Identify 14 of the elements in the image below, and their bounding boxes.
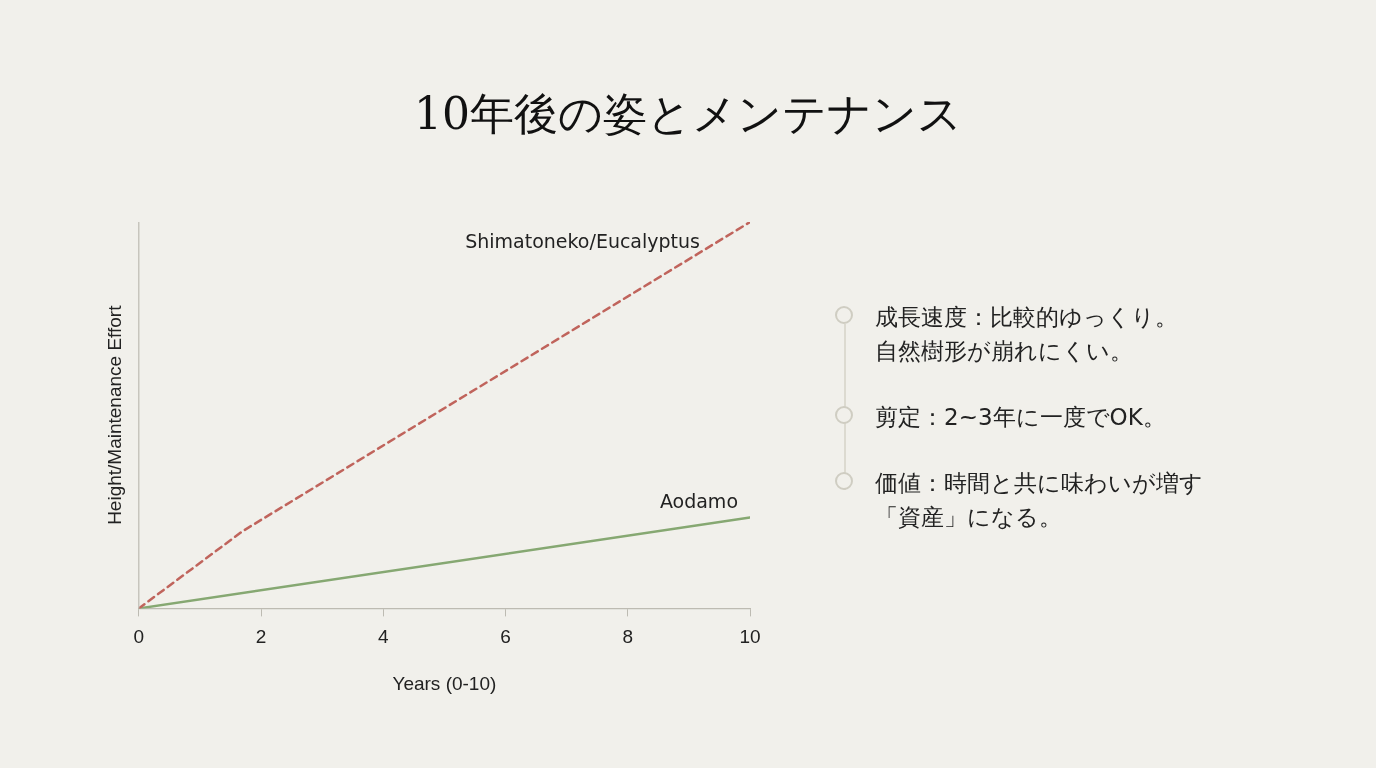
x-tick-label: 4 — [377, 626, 389, 648]
x-tick-label: 10 — [739, 626, 761, 648]
x-tick-label: 6 — [500, 626, 511, 648]
text: 成長速度：比較的ゆっくり。自然樹形が崩れにくい。 — [875, 304, 1178, 364]
text: 価値：時間と共に味わいが増す「資産」になる。 — [875, 470, 1203, 530]
x-tick-label: 8 — [622, 626, 634, 648]
chart-title: 10年後の姿とメンテナンス — [413, 87, 963, 141]
y-axis-title: Height/Maintenance Effort — [103, 304, 125, 525]
series-label: Aodamo — [659, 489, 738, 512]
x-axis-title: Years (0-10) — [392, 672, 497, 694]
text: 剪定：2~3年に一度でOK。 — [875, 404, 1166, 430]
x-tick-label: 0 — [133, 626, 145, 648]
x-tick-label: 2 — [255, 626, 267, 648]
series-label: Shimatoneko/Eucalyptus — [465, 230, 700, 252]
